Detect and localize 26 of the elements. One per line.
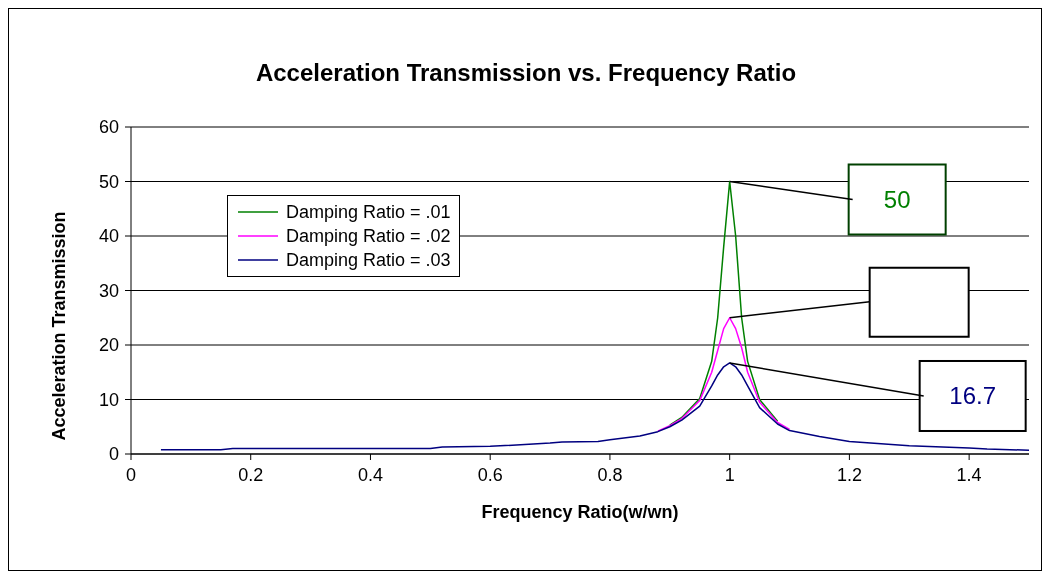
- y-tick-label: 30: [98, 280, 119, 301]
- x-tick-label: 0: [125, 464, 137, 485]
- x-tick-label: 0.4: [357, 464, 383, 485]
- y-tick-label: 20: [98, 335, 119, 356]
- y-tick-label: 50: [98, 171, 119, 192]
- x-tick-label: 1: [724, 464, 735, 485]
- legend-label: Damping Ratio = .02: [286, 225, 451, 248]
- y-tick-label: 60: [98, 117, 119, 138]
- legend-label: Damping Ratio = .03: [286, 249, 451, 272]
- y-tick-label: 10: [98, 389, 119, 410]
- y-tick-label: 0: [108, 444, 119, 465]
- x-axis-title: Frequency Ratio(w/wn): [481, 502, 679, 522]
- line-series: [657, 317, 791, 432]
- x-tick-label: 1.4: [956, 464, 982, 485]
- line-series: [160, 362, 1029, 451]
- y-axis-title: Acceleration Transmission: [49, 211, 70, 441]
- x-tick-label: 0.6: [477, 464, 503, 485]
- line-series: [669, 180, 779, 426]
- annotation: 50: [883, 185, 911, 213]
- chart-title: Acceleration Transmission vs. Frequency Ratio: [254, 59, 798, 87]
- annotation: 16.7: [949, 381, 997, 409]
- x-tick-label: 1.2: [836, 464, 862, 485]
- legend-label: Damping Ratio = .01: [286, 201, 451, 224]
- y-tick-label: 40: [98, 226, 119, 247]
- x-tick-label: 0.8: [597, 464, 623, 485]
- x-tick-label: 0.2: [238, 464, 264, 485]
